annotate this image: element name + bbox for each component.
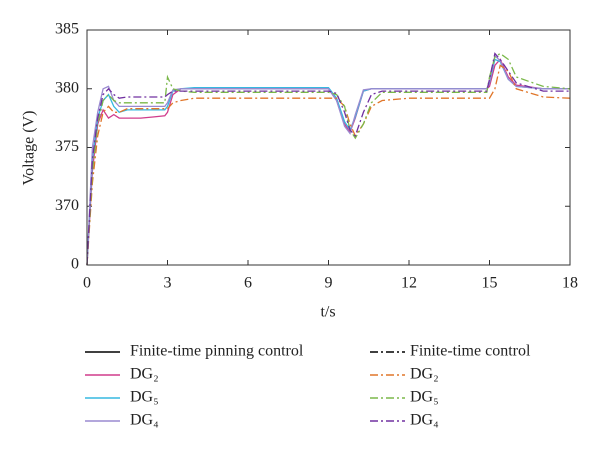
x-tick-label: 18 (562, 275, 578, 292)
series-line (86, 52, 571, 266)
x-axis-label: t/s (320, 304, 335, 321)
x-tick-label: 15 (482, 275, 498, 292)
series-line (86, 52, 570, 266)
legend-label: DG₂ (130, 366, 159, 383)
y-tick-label: 375 (55, 138, 79, 155)
x-tick-label: 6 (244, 275, 252, 292)
series-line (86, 64, 571, 266)
plot-frame (86, 29, 571, 266)
y-axis-label: Voltage (V) (21, 111, 38, 186)
y-tick-label: 385 (55, 21, 79, 38)
y-tick-label: 0 (71, 256, 79, 273)
legend-label: Finite-time control (410, 343, 531, 360)
legend-label: DG₅ (410, 389, 439, 406)
x-tick-label: 12 (401, 275, 417, 292)
y-tick-label: 370 (55, 197, 79, 214)
x-tick-label: 9 (325, 275, 333, 292)
series-line (86, 54, 570, 266)
y-tick-label: 380 (55, 79, 79, 96)
x-tick-label: 3 (164, 275, 172, 292)
legend-label: DG₅ (130, 389, 159, 406)
legend-label: DG₄ (410, 412, 439, 429)
legend-label: DG₂ (410, 366, 439, 383)
series-line (86, 58, 570, 266)
x-tick-label: 0 (83, 275, 91, 292)
series-line (86, 58, 570, 266)
legend-label: DG₄ (130, 412, 159, 429)
legend-label: Finite-time pinning control (130, 343, 304, 360)
